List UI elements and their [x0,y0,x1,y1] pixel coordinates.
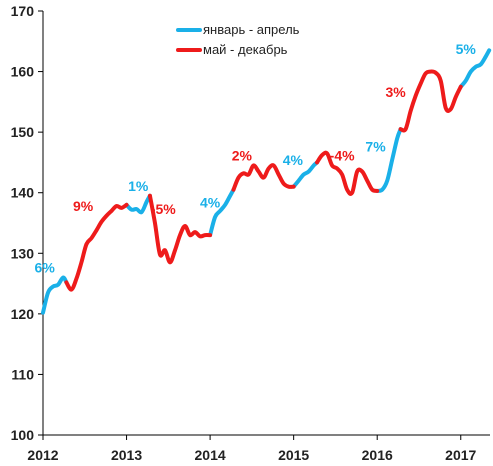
x-tick-label: 2014 [195,447,226,463]
percent-label: 7% [365,139,386,155]
axes [42,11,490,436]
y-tick-label: 120 [11,306,35,322]
y-tick-label: 100 [11,427,35,443]
x-tick-label: 2012 [27,447,58,463]
series-line-may-dec [315,150,380,196]
series-line-jan-apr [124,193,152,215]
legend: январь - апрель май - декабрь [176,22,300,57]
x-tick-label: 2013 [111,447,142,463]
x-tick-label: 2017 [445,447,476,463]
legend-label-may-dec: май - декабрь [203,42,288,57]
percent-label: 5% [456,41,477,57]
series-line-may-dec [64,202,129,292]
x-tick-label: 2016 [362,447,393,463]
series-line-jan-apr [208,187,236,238]
y-tick-label: 110 [11,366,34,382]
percent-label: -4% [330,148,355,164]
y-tick-label: 150 [11,124,35,140]
percent-label: 9% [73,198,94,214]
y-tick-label: 170 [11,3,35,19]
series-lines [41,48,492,315]
series-line-jan-apr [291,160,320,189]
percent-label: 4% [283,152,304,168]
series-line-may-dec [231,163,296,192]
series-line-may-dec [398,69,463,133]
percent-labels: 6% 9% 1%-5% 4% 2% 4% -4% 7% 3% 5% [35,41,477,276]
percent-label: 3% [385,84,406,100]
legend-label-jan-apr: январь - апрель [203,22,300,37]
y-tick-label: 140 [11,185,35,201]
x-tick-label: 2015 [278,447,309,463]
y-tick-label: 160 [11,64,35,80]
series-line-may-dec [147,193,213,265]
percent-label: 1% [128,178,149,194]
percent-label: 4% [200,194,221,210]
y-tick-label: 130 [11,245,35,261]
percent-label: 2% [232,148,253,164]
series-line-jan-apr [375,127,403,193]
percent-label: 6% [35,260,56,276]
series-line-jan-apr [41,275,69,315]
percent-label: -5% [151,201,176,217]
ticks: 100 110 120 130 140 150 160 170 2012 2013 2014 2015… [11,3,477,463]
series-line-jan-apr [458,48,492,89]
